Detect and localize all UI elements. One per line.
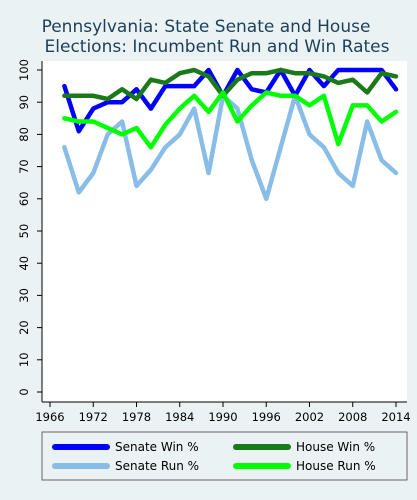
legend-label-senate-win: Senate Win %: [115, 440, 199, 454]
series-line-house-run: [62, 90, 399, 150]
series-line-house-win: [62, 67, 399, 102]
legend-label-house-win: House Win %: [296, 440, 375, 454]
y-tick-label: 70: [17, 159, 31, 174]
y-tick-label: 50: [17, 224, 31, 239]
x-tick-label: 1996: [252, 410, 281, 424]
legend: Senate Win % House Win % Senate Run % Ho…: [41, 431, 408, 481]
y-tick-label: 100: [17, 59, 31, 81]
x-tick-label: 1966: [35, 410, 64, 424]
chart-title-line-2: Elections: Incumbent Run and Win Rates: [45, 37, 390, 57]
x-axis-ticks: 1966 1972 1978 1984 1990 1996 2002 2008 2014: [35, 402, 411, 424]
legend-box: [41, 431, 408, 481]
x-tick-label: 1990: [208, 410, 237, 424]
y-tick-label: 80: [17, 127, 31, 142]
x-tick-label: 1978: [122, 410, 151, 424]
x-tick-label: 1984: [165, 410, 194, 424]
legend-label-house-run: House Run %: [296, 459, 376, 473]
y-tick-label: 60: [17, 191, 31, 206]
y-tick-label: 10: [17, 352, 31, 367]
x-tick-label: 1972: [79, 410, 108, 424]
y-tick-label: 20: [17, 320, 31, 335]
y-tick-label: 40: [17, 256, 31, 271]
chart-title-line-1: Pennsylvania: State Senate and House: [42, 17, 371, 37]
series-line-senate-win: [62, 67, 399, 134]
legend-label-senate-run: Senate Run %: [115, 459, 199, 473]
y-tick-label: 90: [17, 95, 31, 110]
y-tick-label: 0: [17, 388, 31, 395]
x-tick-label: 2002: [295, 410, 324, 424]
series-layer: [62, 67, 399, 202]
y-tick-label: 30: [17, 288, 31, 303]
y-axis-ticks: 0 10 20 30 40 50 60 70 80 90 100: [17, 59, 42, 396]
x-tick-label: 2014: [381, 410, 410, 424]
x-tick-label: 2008: [338, 410, 367, 424]
